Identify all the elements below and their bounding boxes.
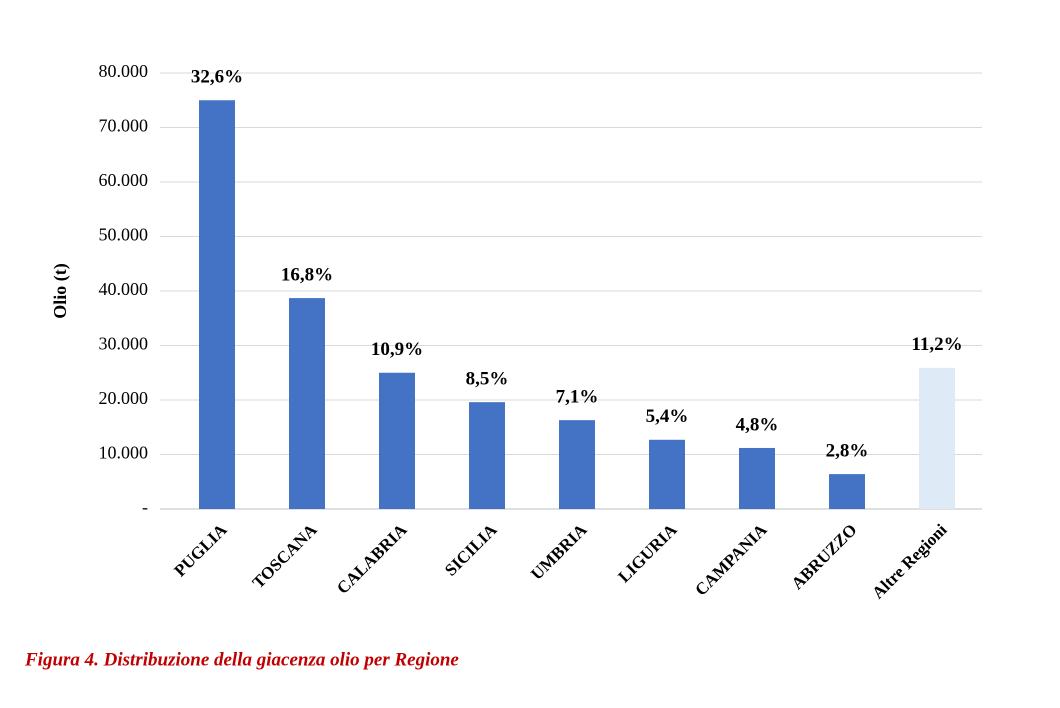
y-tick-label: - bbox=[142, 497, 148, 517]
bar bbox=[559, 420, 595, 509]
x-tick-label: CALABRIA bbox=[333, 520, 411, 598]
caption: Figura 4. Distribuzione della giacenza o… bbox=[24, 649, 459, 670]
y-tick-label: 10.000 bbox=[99, 443, 149, 463]
x-tick-label: PUGLIA bbox=[170, 520, 231, 581]
y-tick-label: 40.000 bbox=[99, 279, 149, 299]
x-tick-label: SICILIA bbox=[441, 520, 501, 580]
x-tick-label: ABRUZZO bbox=[788, 520, 861, 593]
y-tick-label: 30.000 bbox=[99, 334, 149, 354]
value-label: 4,8% bbox=[736, 414, 779, 435]
value-label: 32,6% bbox=[191, 67, 243, 88]
value-label: 10,9% bbox=[371, 339, 423, 360]
y-tick-label: 80.000 bbox=[99, 61, 149, 81]
x-tick-label: CAMPANIA bbox=[691, 520, 771, 600]
value-label: 11,2% bbox=[911, 334, 962, 355]
bar bbox=[919, 367, 955, 509]
bar bbox=[649, 439, 685, 509]
x-tick-label: UMBRIA bbox=[527, 520, 591, 584]
y-axis-label: Olio (t) bbox=[50, 263, 71, 319]
value-label: 16,8% bbox=[281, 264, 333, 285]
bar bbox=[199, 100, 235, 509]
x-tick-label: TOSCANA bbox=[249, 520, 322, 593]
bar bbox=[289, 298, 325, 509]
y-tick-label: 60.000 bbox=[99, 170, 149, 190]
x-tick-label: LIGURIA bbox=[614, 520, 681, 587]
bar bbox=[379, 372, 415, 509]
y-tick-label: 70.000 bbox=[99, 116, 149, 136]
bar bbox=[469, 402, 505, 509]
x-tick-label: Altre Regioni bbox=[868, 520, 951, 603]
value-label: 5,4% bbox=[646, 406, 689, 427]
y-tick-label: 20.000 bbox=[99, 388, 149, 408]
y-tick-label: 50.000 bbox=[99, 225, 149, 245]
value-label: 7,1% bbox=[556, 387, 599, 408]
bar bbox=[739, 447, 775, 509]
value-label: 8,5% bbox=[466, 369, 509, 390]
bar bbox=[829, 474, 865, 509]
value-label: 2,8% bbox=[826, 440, 869, 461]
